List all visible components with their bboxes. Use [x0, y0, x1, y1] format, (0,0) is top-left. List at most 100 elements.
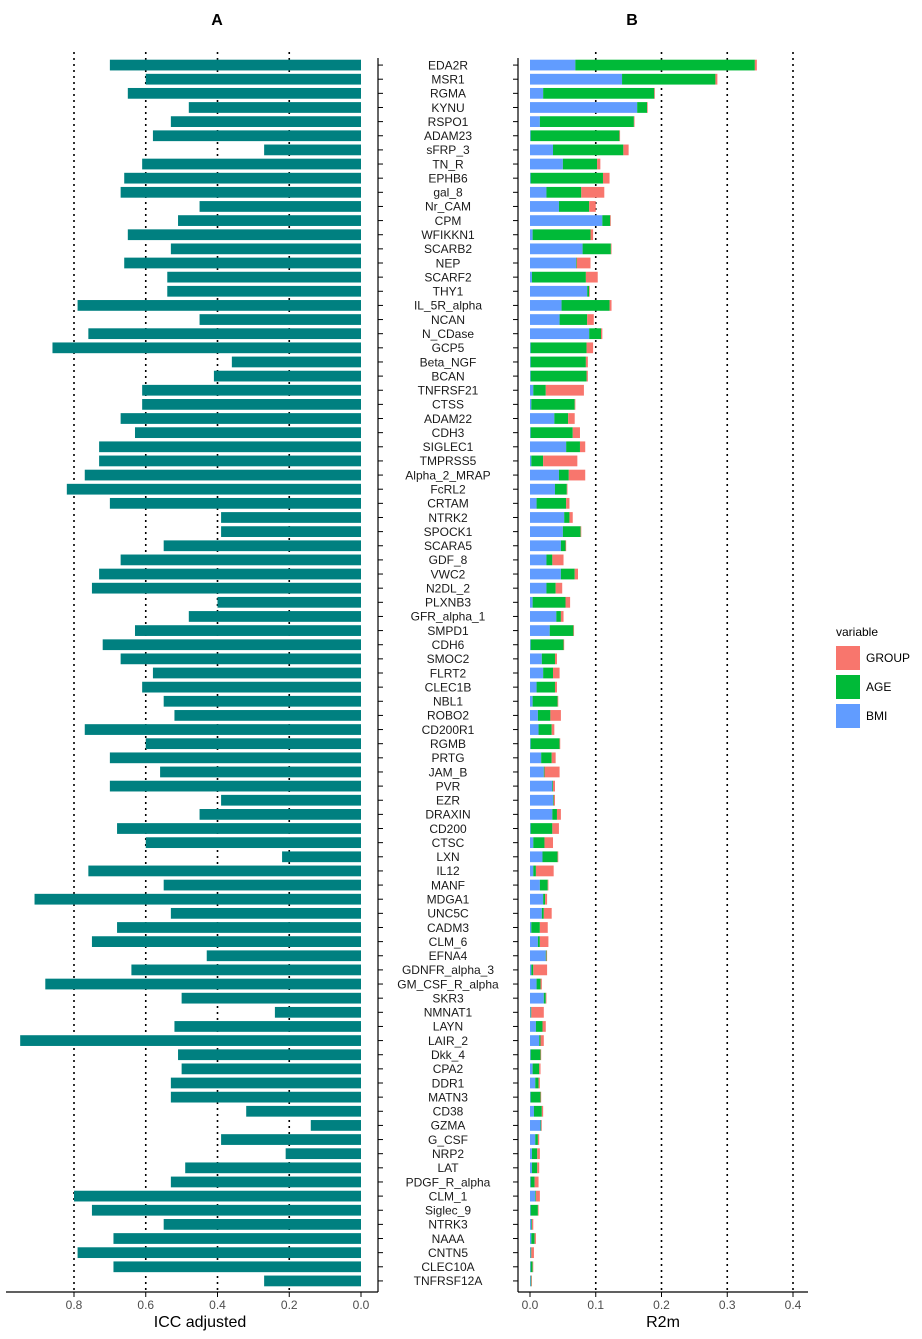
r2m-bar-age	[561, 300, 610, 311]
r2m-bar-group	[557, 695, 559, 707]
icc-bar	[310, 1120, 361, 1131]
icc-bar	[152, 130, 361, 142]
icc-bar	[163, 879, 361, 891]
icc-bar	[134, 625, 361, 636]
icc-bar	[188, 611, 361, 622]
r2m-bar-bmi	[530, 936, 538, 947]
gene-label: SPOCK1	[424, 525, 473, 539]
icc-bar	[181, 1063, 361, 1075]
r2m-bar-group	[531, 1247, 534, 1259]
r2m-bar-age	[536, 681, 555, 693]
r2m-bar-bmi	[530, 724, 539, 735]
gene-label: LAIR_2	[428, 1034, 468, 1048]
gene-label: NAAA	[432, 1232, 465, 1246]
r2m-bar-bmi	[530, 300, 562, 311]
r2m-bar-age	[530, 1275, 532, 1287]
r2m-bar-bmi	[530, 738, 531, 750]
gene-label: CLM_1	[429, 1189, 468, 1203]
gene-label: SIGLEC1	[423, 440, 474, 454]
r2m-bar-group	[610, 243, 612, 255]
r2m-bar-group	[545, 992, 547, 1004]
icc-bar	[99, 441, 362, 453]
r2m-bar-bmi	[530, 328, 590, 340]
r2m-bar-bmi	[530, 144, 554, 156]
r2m-bar-group	[531, 1275, 532, 1287]
r2m-bar-group	[540, 1091, 542, 1103]
r2m-bar-group	[537, 1204, 539, 1216]
icc-bar	[124, 257, 361, 269]
panel-a-x-axis-title: ICC adjusted	[154, 1314, 247, 1331]
gene-label: Nr_CAM	[425, 200, 471, 214]
r2m-bar-age	[543, 87, 655, 99]
r2m-bar-bmi	[530, 992, 544, 1004]
r2m-bar-group	[566, 483, 568, 495]
r2m-bar-bmi	[530, 794, 554, 806]
gene-label: TNFRSF21	[418, 384, 479, 398]
r2m-bar-bmi	[530, 526, 563, 537]
icc-bar	[145, 73, 361, 85]
r2m-bar-age	[531, 1162, 538, 1174]
r2m-bar-group	[647, 102, 648, 113]
r2m-bar-group	[581, 186, 605, 198]
r2m-bar-group	[534, 1233, 536, 1244]
r2m-bar-age	[530, 823, 553, 834]
gene-label: SCARF2	[424, 270, 472, 284]
r2m-bar-bmi	[530, 1176, 531, 1188]
r2m-bar-age	[539, 116, 634, 127]
x-tick-label: 0.4	[785, 1298, 802, 1312]
gene-label: Beta_NGF	[420, 355, 477, 369]
r2m-bar-bmi	[530, 1233, 532, 1244]
r2m-bar-age	[543, 667, 554, 679]
icc-bar	[170, 1176, 361, 1188]
panel-b-x-axis-title: R2m	[646, 1314, 680, 1331]
r2m-bar-age	[602, 215, 611, 226]
icc-bar	[170, 243, 361, 255]
r2m-bar-age	[546, 186, 582, 198]
r2m-bar-bmi	[530, 384, 534, 396]
r2m-bar-age	[532, 695, 558, 707]
r2m-bar-bmi	[530, 257, 577, 269]
gene-label: MSR1	[431, 73, 465, 87]
r2m-bar-group	[541, 1105, 544, 1117]
gene-label: FLRT2	[430, 666, 467, 680]
r2m-bar-age	[545, 950, 547, 962]
r2m-bar-age	[552, 780, 554, 792]
gene-label: GCP5	[432, 341, 465, 355]
r2m-bar-bmi	[530, 1162, 532, 1174]
icc-bar	[77, 300, 362, 311]
gene-label: SKR3	[432, 991, 464, 1005]
r2m-bar-age	[546, 554, 553, 566]
r2m-bar-bmi	[530, 1204, 531, 1216]
gene-label: N_CDase	[422, 327, 474, 341]
icc-bar	[145, 837, 361, 849]
icc-bar	[91, 936, 361, 947]
r2m-bar-bmi	[530, 483, 555, 495]
r2m-bar-group	[576, 257, 591, 269]
legend-key-bmi	[836, 704, 860, 728]
r2m-bar-age	[530, 1176, 535, 1188]
r2m-bar-group	[589, 201, 596, 212]
gene-label: NMNAT1	[424, 1006, 473, 1020]
icc-bar	[113, 1261, 362, 1273]
r2m-bar-group	[565, 596, 571, 608]
r2m-bar-age	[622, 73, 716, 85]
r2m-bar-bmi	[530, 851, 543, 863]
r2m-bar-group	[568, 413, 575, 424]
r2m-bar-bmi	[530, 823, 531, 834]
panel-b-gridlines	[594, 52, 794, 1292]
r2m-bar-group	[541, 1120, 542, 1131]
gene-label: CD200R1	[422, 723, 475, 737]
r2m-bar-bmi	[530, 285, 588, 297]
r2m-bar-age	[558, 201, 590, 212]
legend-label-bmi: BMI	[866, 709, 887, 723]
r2m-bar-group	[586, 370, 588, 382]
r2m-bar-group	[537, 1162, 540, 1174]
icc-bar	[99, 455, 362, 467]
r2m-bar-group	[547, 879, 549, 891]
gene-label: CLM_6	[429, 935, 468, 949]
panel-a-bars	[20, 59, 362, 1287]
r2m-bar-age	[530, 1006, 532, 1018]
r2m-bar-group	[543, 907, 552, 919]
r2m-bar-age	[562, 526, 581, 537]
r2m-bar-group	[531, 1219, 534, 1230]
